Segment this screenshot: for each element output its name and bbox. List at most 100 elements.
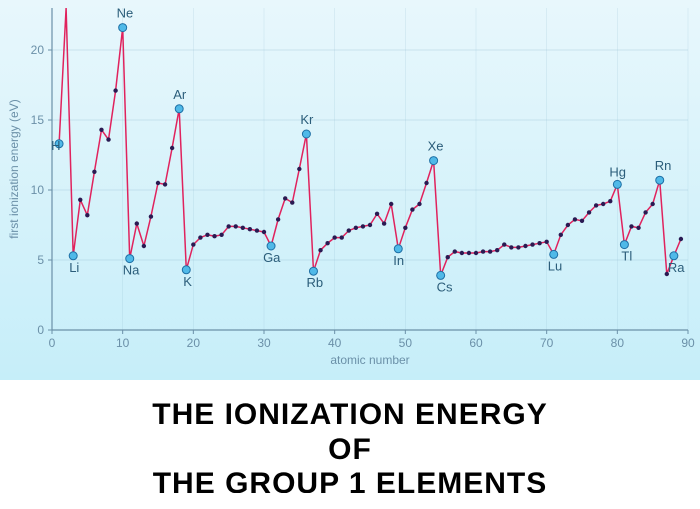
highlight-point — [437, 271, 445, 279]
data-point — [453, 249, 457, 253]
data-point — [382, 221, 386, 225]
svg-text:30: 30 — [257, 336, 271, 350]
element-label: Lu — [548, 258, 562, 273]
data-point — [106, 137, 110, 141]
highlight-point — [309, 267, 317, 275]
data-point — [92, 170, 96, 174]
svg-text:0: 0 — [37, 323, 44, 337]
element-label: Cs — [437, 279, 453, 294]
element-label: Kr — [300, 112, 314, 127]
data-point — [594, 203, 598, 207]
highlight-point — [670, 252, 678, 260]
svg-text:15: 15 — [31, 113, 45, 127]
data-point — [509, 245, 513, 249]
data-point — [325, 241, 329, 245]
element-label: Rb — [306, 275, 323, 290]
element-label: Hg — [609, 164, 626, 179]
data-point — [290, 200, 294, 204]
highlight-point — [550, 250, 558, 258]
data-point — [276, 217, 280, 221]
data-point — [573, 217, 577, 221]
data-point — [417, 202, 421, 206]
data-point — [170, 146, 174, 150]
svg-text:20: 20 — [187, 336, 201, 350]
svg-text:10: 10 — [116, 336, 130, 350]
data-point — [226, 224, 230, 228]
element-label: Ar — [173, 87, 187, 102]
data-point — [375, 212, 379, 216]
data-point — [135, 221, 139, 225]
data-point — [502, 242, 506, 246]
element-label: Ne — [117, 6, 134, 21]
element-label: H — [51, 138, 60, 153]
data-point — [340, 235, 344, 239]
highlight-point — [656, 176, 664, 184]
data-point — [481, 249, 485, 253]
ionization-chart: 051015200102030405060708090atomic number… — [0, 0, 700, 380]
highlight-point — [430, 157, 438, 165]
data-point — [559, 233, 563, 237]
element-label: Rn — [655, 158, 672, 173]
highlight-point — [613, 180, 621, 188]
highlight-point — [182, 266, 190, 274]
data-point — [495, 248, 499, 252]
data-point — [142, 244, 146, 248]
data-point — [241, 226, 245, 230]
data-point — [460, 251, 464, 255]
data-point — [403, 226, 407, 230]
data-point — [255, 228, 259, 232]
title-line-3: THE GROUP 1 ELEMENTS — [0, 467, 700, 493]
svg-text:70: 70 — [540, 336, 554, 350]
element-label: Ra — [668, 260, 685, 275]
data-point — [530, 242, 534, 246]
svg-text:0: 0 — [49, 336, 56, 350]
y-axis-label: first ionization energy (eV) — [7, 99, 21, 238]
data-point — [650, 202, 654, 206]
svg-text:80: 80 — [611, 336, 625, 350]
element-label: Tl — [621, 249, 632, 264]
highlight-point — [302, 130, 310, 138]
data-point — [212, 234, 216, 238]
element-label: Xe — [428, 139, 444, 154]
data-point — [410, 207, 414, 211]
data-point — [99, 128, 103, 132]
data-point — [262, 230, 266, 234]
data-point — [679, 237, 683, 241]
svg-text:90: 90 — [681, 336, 695, 350]
data-point — [205, 233, 209, 237]
data-point — [347, 228, 351, 232]
data-point — [389, 202, 393, 206]
data-point — [636, 226, 640, 230]
data-point — [629, 224, 633, 228]
data-point — [283, 196, 287, 200]
highlight-point — [69, 252, 77, 260]
svg-text:20: 20 — [31, 43, 45, 57]
data-point — [234, 224, 238, 228]
data-point — [523, 244, 527, 248]
data-point — [544, 240, 548, 244]
element-label: Na — [123, 263, 140, 278]
element-label: K — [183, 274, 192, 289]
data-point — [580, 219, 584, 223]
svg-text:10: 10 — [31, 183, 45, 197]
data-point — [424, 181, 428, 185]
data-point — [587, 210, 591, 214]
data-point — [297, 167, 301, 171]
svg-text:40: 40 — [328, 336, 342, 350]
data-point — [156, 181, 160, 185]
data-point — [643, 210, 647, 214]
highlight-point — [119, 24, 127, 32]
svg-text:5: 5 — [37, 253, 44, 267]
data-point — [566, 223, 570, 227]
data-point — [446, 255, 450, 259]
data-point — [163, 182, 167, 186]
data-point — [219, 233, 223, 237]
data-point — [608, 199, 612, 203]
highlight-point — [175, 105, 183, 113]
highlight-point — [620, 241, 628, 249]
data-point — [85, 213, 89, 217]
data-point — [248, 227, 252, 231]
data-point — [537, 241, 541, 245]
data-point — [368, 223, 372, 227]
data-point — [198, 235, 202, 239]
